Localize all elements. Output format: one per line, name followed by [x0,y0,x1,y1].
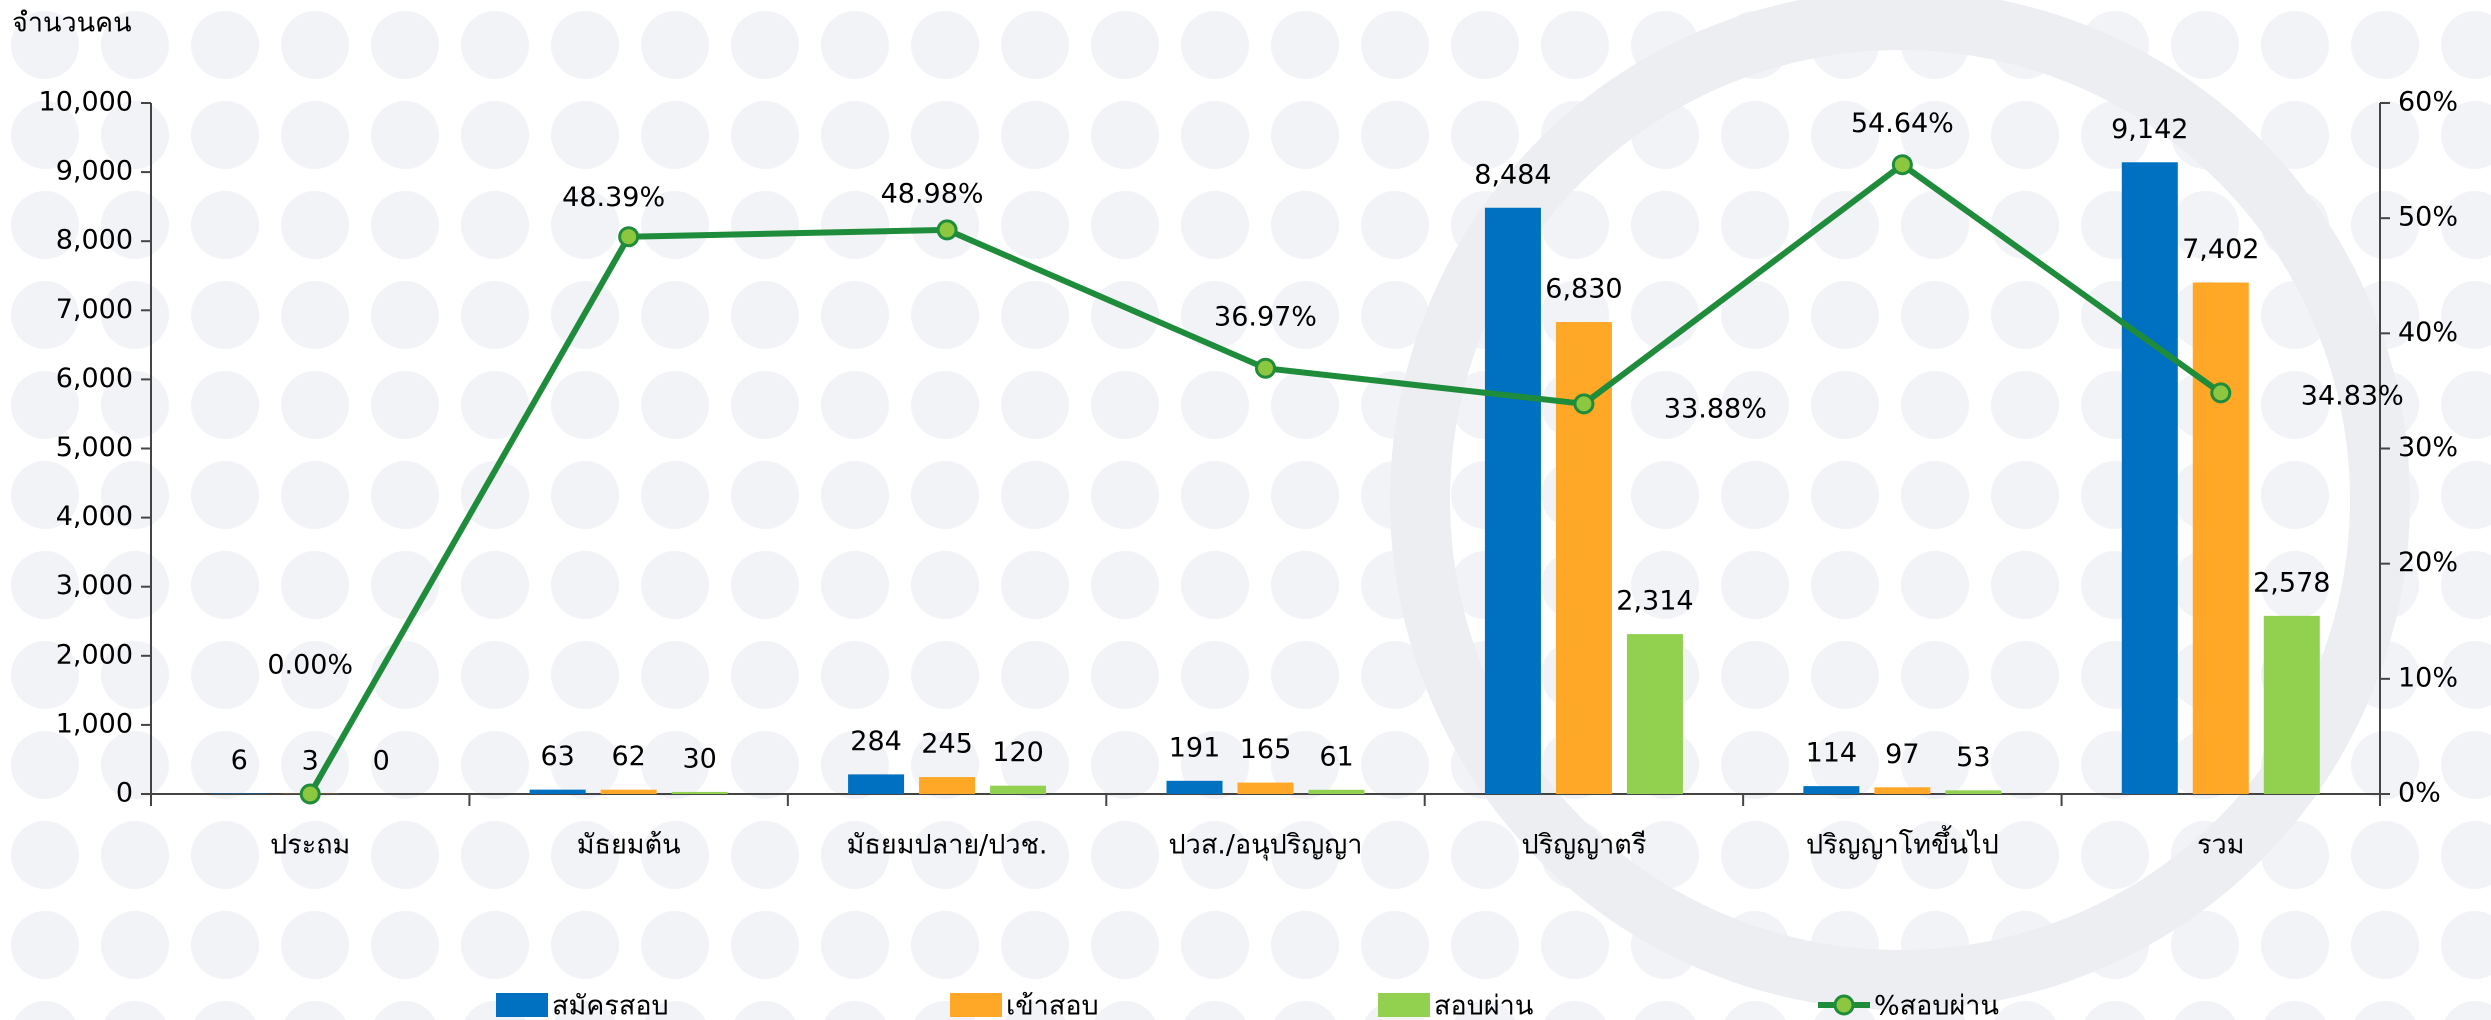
legend-label: %สอบผ่าน [1874,991,1999,1020]
bar-value-label: 9,142 [2111,114,2188,145]
y-tick-label: 2,000 [56,639,133,670]
y-tick-label: 5,000 [56,432,133,463]
y-tick-label: 8,000 [56,225,133,256]
bar-value-label: 63 [540,741,574,772]
x-tick-label: มัธยมปลาย/ปวช. [847,830,1048,861]
line-marker [1573,393,1595,415]
bar-value-label: 3 [302,745,319,776]
bar [1945,790,2002,794]
line-value-label: 54.64% [1851,108,1954,139]
bar-value-label: 2,578 [2253,567,2330,598]
bar [1308,789,1365,794]
bar [848,774,905,794]
line-marker [1891,154,1913,176]
line-value-label: 48.39% [562,182,665,213]
bar [1803,786,1860,794]
bar [1166,780,1223,794]
bar-value-label: 2,314 [1616,586,1693,617]
bar-value-label: 114 [1806,738,1858,769]
bar-value-label: 120 [992,737,1044,768]
line-marker [299,783,321,805]
bar [1626,634,1683,794]
bar-value-label: 165 [1240,734,1292,765]
y-tick-label: 10,000 [39,87,133,118]
x-tick-label: ปริญญาตรี [1521,830,1646,861]
y-tick-label: 3,000 [56,570,133,601]
line-value-label: 36.97% [1214,302,1317,333]
line-marker [618,226,640,248]
bar-value-label: 6,830 [1545,274,1622,305]
bar-value-label: 30 [682,743,716,774]
line-marker [936,219,958,241]
y2-tick-label: 0% [2398,778,2441,809]
y-tick-label: 9,000 [56,156,133,187]
bar [990,785,1047,794]
x-tick-label: มัธยมต้น [577,830,681,861]
bar-value-label: 53 [1956,742,1990,773]
line-marker [2210,382,2232,404]
line-value-label: 48.98% [881,178,984,209]
legend-label: สมัครสอบ [552,991,669,1020]
bar-value-label: 6 [231,745,248,776]
bar [919,777,976,794]
bar [600,789,657,794]
y-tick-label: 1,000 [56,708,133,739]
bar [1484,207,1541,794]
legend-swatch [1378,993,1430,1017]
y-tick-label: 4,000 [56,501,133,532]
bar [2263,615,2320,794]
bar-value-label: 61 [1319,741,1353,772]
y2-tick-label: 60% [2398,87,2458,118]
x-tick-label: ประถม [270,830,350,861]
y2-tick-label: 40% [2398,317,2458,348]
line-marker [1255,357,1276,379]
y2-tick-label: 50% [2398,202,2458,233]
legend-label: เข้าสอบ [1006,991,1099,1020]
bar [2192,282,2249,794]
bar-value-label: 284 [850,726,902,757]
bar-value-label: 191 [1169,732,1221,763]
bar [1874,787,1931,794]
y-axis-title: จำนวนคน [12,8,132,39]
bar-value-label: 245 [921,729,973,760]
y2-tick-label: 30% [2398,432,2458,463]
line-value-label: 0.00% [267,650,353,681]
bar [1237,782,1294,794]
y-tick-label: 0 [116,778,133,809]
legend-label: สอบผ่าน [1434,991,1533,1020]
y2-tick-label: 10% [2398,662,2458,693]
legend-swatch [950,993,1002,1017]
legend-swatch [1833,994,1855,1016]
legend-swatch [496,993,548,1017]
bar-value-label: 8,484 [1474,159,1551,190]
x-tick-label: ปวส./อนุปริญญา [1169,830,1363,862]
bar-value-label: 62 [611,741,645,772]
bar-value-label: 97 [1885,739,1919,770]
y-tick-label: 7,000 [56,294,133,325]
bar-value-label: 0 [373,746,390,777]
y2-tick-label: 20% [2398,547,2458,578]
bar [2121,162,2178,795]
bar [529,789,586,794]
y-tick-label: 6,000 [56,363,133,394]
bar-value-label: 7,402 [2182,234,2259,265]
x-tick-label: ปริญญาโทขึ้นไป [1806,825,1999,861]
line-value-label: 33.88% [1664,393,1767,424]
bar [671,791,728,794]
x-tick-label: รวม [2197,830,2244,861]
line-value-label: 34.83% [2301,380,2404,411]
